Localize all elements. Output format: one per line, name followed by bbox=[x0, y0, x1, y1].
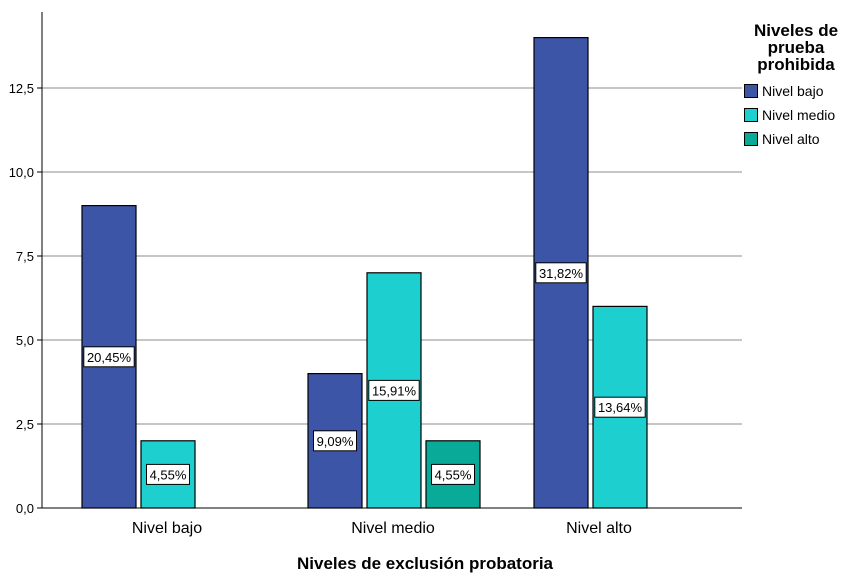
data-label: 9,09% bbox=[317, 434, 354, 449]
legend-title: Niveles de prueba prohibida bbox=[753, 21, 839, 74]
y-tick-label: 5,0 bbox=[16, 333, 34, 348]
legend-label-nivel-medio: Nivel medio bbox=[762, 107, 836, 123]
data-label-box bbox=[535, 262, 587, 284]
x-tick-label: Nivel bajo bbox=[132, 520, 202, 537]
legend-item-nivel-alto: Nivel alto bbox=[744, 127, 848, 151]
data-label-box bbox=[313, 430, 357, 452]
x-axis-title: Niveles de exclusión probatoria bbox=[296, 554, 554, 573]
data-label: 15,91% bbox=[372, 383, 417, 398]
data-label: 13,64% bbox=[598, 400, 643, 415]
legend-label-nivel-bajo: Nivel bajo bbox=[762, 83, 824, 99]
data-label-box bbox=[431, 463, 475, 485]
legend-swatch-nivel-alto bbox=[744, 132, 758, 146]
legend-swatch-nivel-bajo bbox=[744, 84, 758, 98]
data-label: 4,55% bbox=[150, 467, 187, 482]
x-tick-label: Nivel alto bbox=[566, 520, 632, 537]
y-tick-label: 12,5 bbox=[9, 81, 34, 96]
data-label-box bbox=[368, 379, 420, 401]
y-tick-label: 10,0 bbox=[9, 165, 34, 180]
legend-item-nivel-bajo: Nivel bajo bbox=[744, 79, 848, 103]
y-tick-label: 0,0 bbox=[16, 501, 34, 516]
y-tick-label: 7,5 bbox=[16, 249, 34, 264]
data-label-box bbox=[594, 396, 646, 418]
data-label: 20,45% bbox=[87, 350, 132, 365]
x-tick-label: Nivel medio bbox=[351, 520, 435, 537]
data-label: 31,82% bbox=[539, 266, 584, 281]
y-tick-label: 2,5 bbox=[16, 417, 34, 432]
legend-swatch-nivel-medio bbox=[744, 108, 758, 122]
data-label-box bbox=[83, 346, 135, 368]
legend-label-nivel-alto: Nivel alto bbox=[762, 131, 820, 147]
data-label-box bbox=[146, 463, 190, 485]
legend: Niveles de prueba prohibida Nivel bajo N… bbox=[744, 22, 848, 151]
data-label: 4,55% bbox=[435, 467, 472, 482]
legend-item-nivel-medio: Nivel medio bbox=[744, 103, 848, 127]
